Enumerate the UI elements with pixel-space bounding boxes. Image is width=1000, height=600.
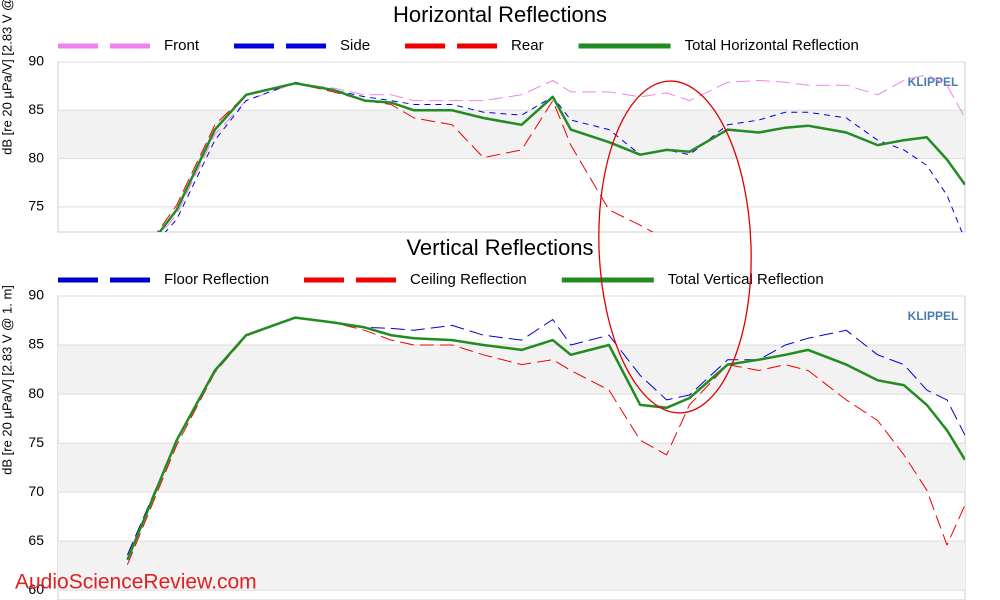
series-line — [158, 82, 965, 232]
grid-band — [58, 443, 965, 493]
y-tick-label: 75 — [28, 434, 44, 450]
series-line — [126, 316, 965, 561]
legend-label: Ceiling Reflection — [410, 271, 527, 288]
y-tick-label: 90 — [28, 53, 44, 69]
y-tick-label: 80 — [28, 385, 44, 401]
grid-band — [58, 541, 965, 591]
y-tick-label: 75 — [28, 198, 44, 214]
legend-label: Side — [340, 37, 370, 54]
annotation-ellipse — [598, 80, 752, 414]
legend-label: Rear — [511, 37, 544, 54]
y-tick-label: 65 — [28, 532, 44, 548]
legend-label: Total Vertical Reflection — [668, 271, 824, 288]
y-tick-label: 80 — [28, 149, 44, 165]
y-tick-label: 85 — [28, 336, 44, 352]
legend-label: Floor Reflection — [164, 271, 269, 288]
logo: KLIPPEL — [908, 75, 959, 89]
legend-label: Total Horizontal Reflection — [685, 37, 859, 54]
y-tick-label: 60 — [28, 581, 44, 597]
logo: KLIPPEL — [908, 309, 959, 323]
grid-band — [58, 110, 965, 159]
y-tick-label: 85 — [28, 101, 44, 117]
y-tick-label: 90 — [28, 287, 44, 303]
y-axis-label: dB [re 20 µPa/V] [2.83 V @ 1. m] — [0, 285, 14, 475]
chart-title: Vertical Reflections — [406, 235, 593, 260]
y-axis-label: dB [re 20 µPa/V] [2.83 V @ 1. m] — [0, 0, 14, 155]
legend-label: Front — [164, 37, 200, 54]
y-tick-label: 70 — [28, 483, 44, 499]
chart-title: Horizontal Reflections — [393, 2, 607, 27]
watermark: AudioScienceReview.com — [15, 571, 257, 594]
